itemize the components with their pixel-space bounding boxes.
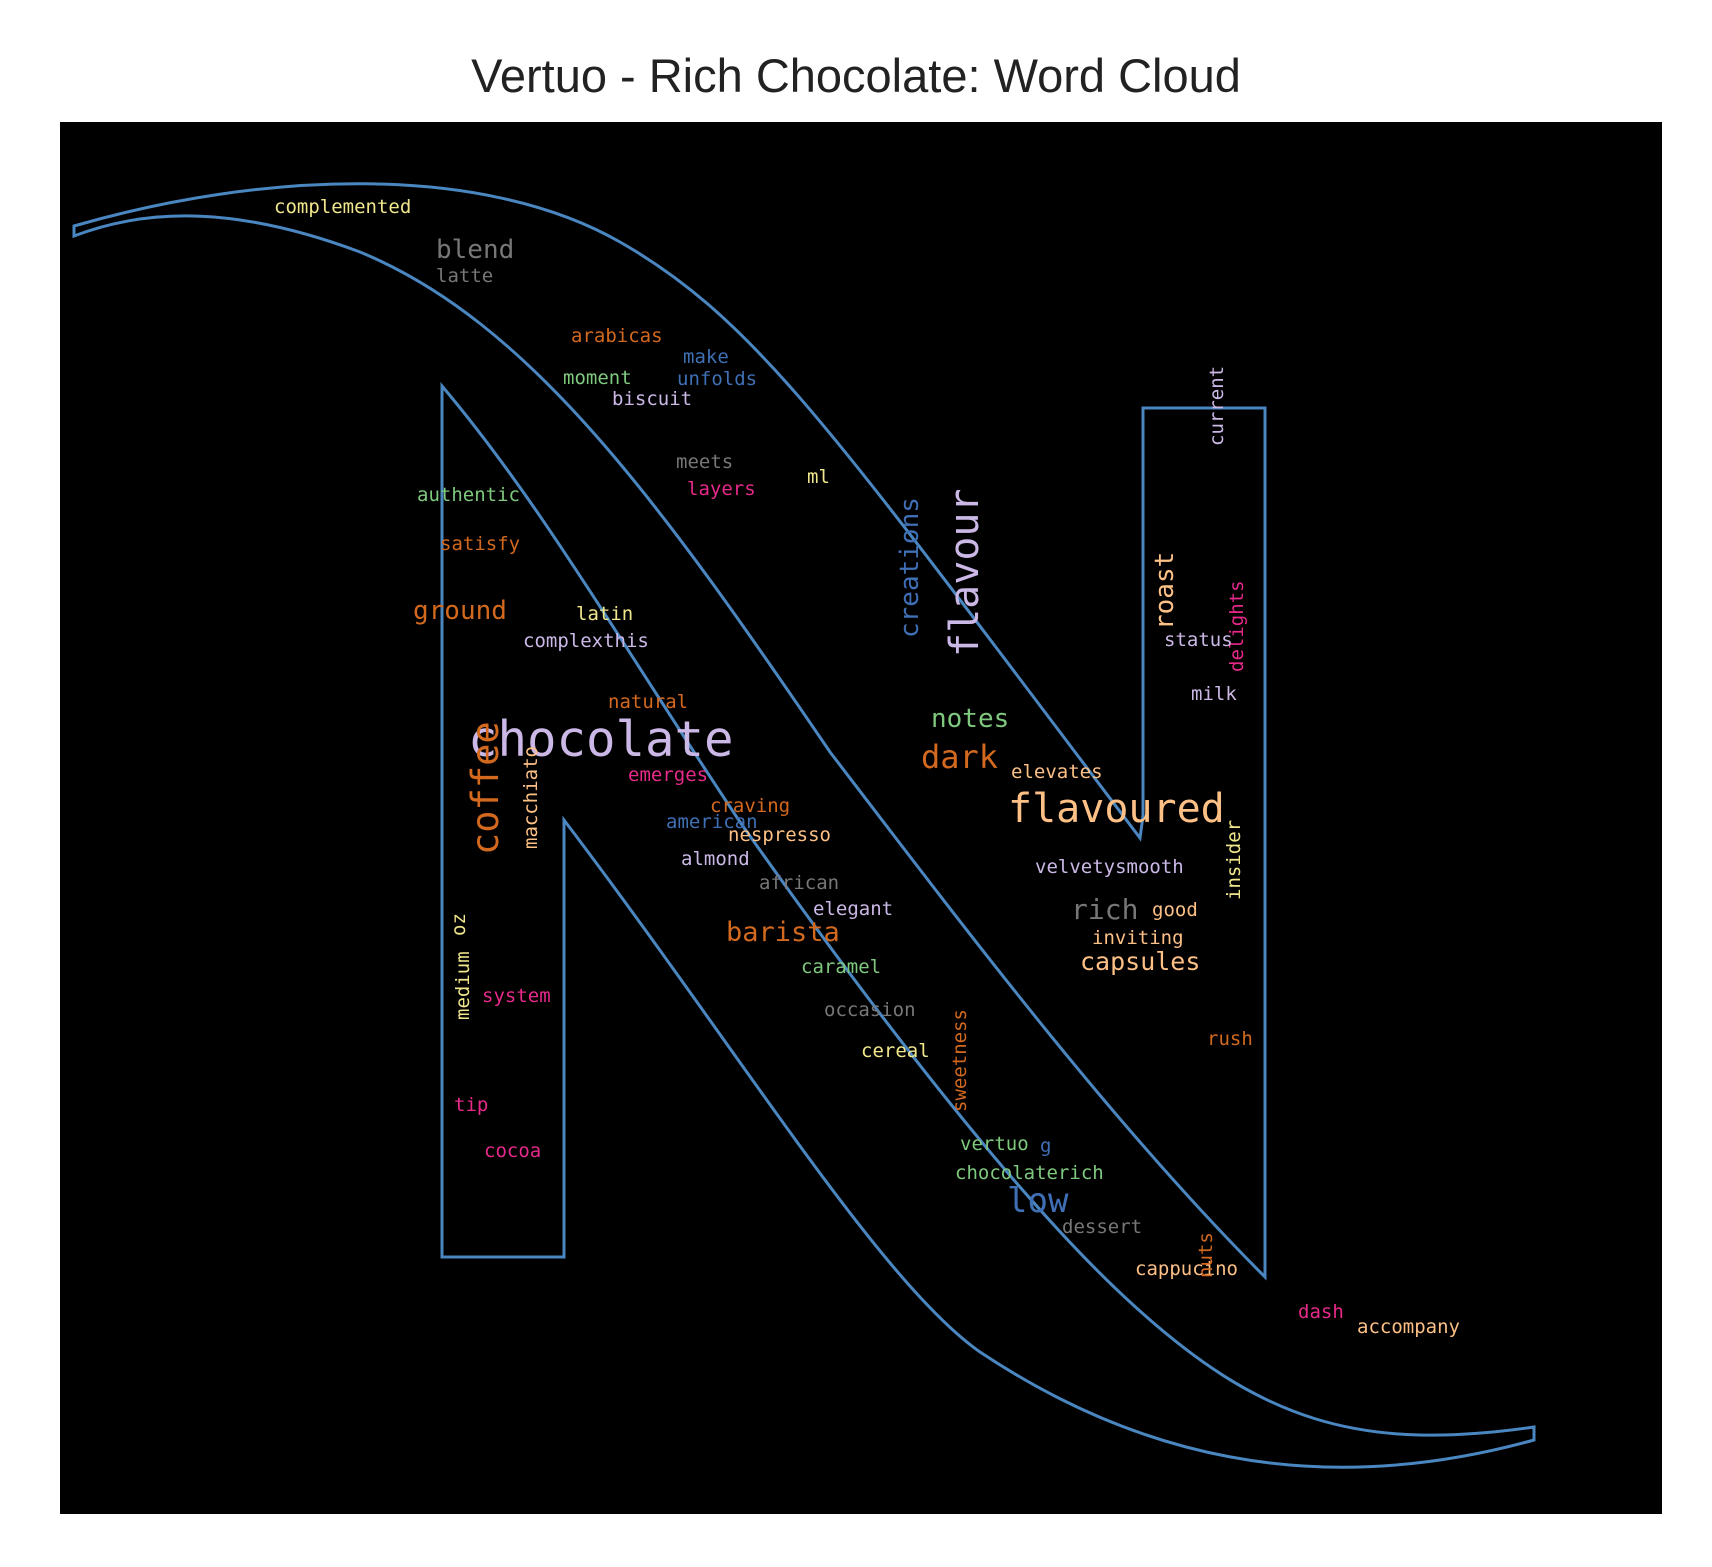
word-barista: barista [726, 917, 840, 948]
left-stem-outline [440, 381, 1536, 1469]
word-elevates: elevates [1011, 761, 1103, 783]
word-cappucino: cappucino [1135, 1258, 1238, 1280]
word-blend: blend [436, 235, 514, 265]
word-emerges: emerges [628, 764, 708, 786]
word-almond: almond [681, 848, 750, 870]
word-arabicas: arabicas [571, 325, 663, 347]
word-vertuo: vertuo [960, 1133, 1029, 1155]
word-complexthis: complexthis [523, 630, 649, 652]
word-moment: moment [563, 367, 632, 389]
word-oz: oz [448, 913, 470, 936]
word-accompany: accompany [1357, 1316, 1460, 1338]
word-nuts: nuts [1195, 1232, 1217, 1278]
word-status: status [1164, 629, 1233, 651]
word-satisfy: satisfy [440, 533, 520, 555]
word-ml: ml [807, 466, 830, 488]
word-caramel: caramel [801, 956, 881, 978]
word-meets: meets [676, 451, 733, 473]
word-american: american [666, 811, 758, 833]
word-inviting: inviting [1092, 927, 1184, 949]
word-rich: rich [1071, 893, 1138, 926]
word-macchiato: macchiato [520, 746, 542, 849]
word-capsules: capsules [1080, 947, 1200, 976]
word-creations: creations [895, 497, 925, 638]
page-title: Vertuo - Rich Chocolate: Word Cloud [471, 49, 1241, 102]
word-ground: ground [413, 596, 507, 626]
word-natural: natural [608, 691, 688, 713]
word-elegant: elegant [813, 898, 893, 920]
word-cereal: cereal [861, 1040, 930, 1062]
word-african: african [759, 872, 839, 894]
word-unfolds: unfolds [677, 368, 757, 390]
word-authentic: authentic [417, 484, 520, 506]
word-g: g [1040, 1135, 1051, 1157]
word-tip: tip [454, 1094, 488, 1116]
word-latin: latin [576, 603, 633, 625]
n-logo-outline [72, 182, 1536, 1469]
word-sweetness: sweetness [949, 1009, 971, 1112]
word-roast: roast [1150, 552, 1180, 630]
word-chocolaterich: chocolaterich [955, 1162, 1104, 1184]
word-system: system [482, 985, 551, 1007]
word-current: current [1206, 366, 1228, 446]
word-nespresso: nespresso [728, 824, 831, 846]
word-cocoa: cocoa [484, 1140, 541, 1162]
word-dessert: dessert [1062, 1216, 1142, 1238]
word-delights: delights [1226, 580, 1248, 672]
word-good: good [1152, 899, 1198, 921]
word-notes: notes [931, 704, 1009, 734]
word-low: low [1007, 1181, 1069, 1221]
word-dark: dark [921, 738, 998, 776]
word-flavoured: flavoured [1008, 786, 1225, 832]
word-occasion: occasion [824, 999, 916, 1021]
word-make: make [683, 346, 729, 368]
word-layers: layers [687, 478, 756, 500]
word-medium: medium [452, 951, 474, 1020]
word-cloud-canvas: complemented blend latte arabicas make moment… [60, 122, 1662, 1514]
word-chocolate: chocolate [468, 711, 734, 768]
word-flavour: flavour [942, 488, 988, 657]
word-insider: insider [1223, 820, 1245, 900]
top-swoosh-outline [72, 182, 1267, 1281]
word-coffee: coffee [464, 721, 507, 855]
word-rush: rush [1207, 1028, 1253, 1050]
word-milk: milk [1191, 683, 1237, 705]
word-velvetysmooth: velvetysmooth [1035, 856, 1184, 878]
word-latte: latte [436, 265, 493, 287]
word-dash: dash [1298, 1301, 1344, 1323]
word-complemented: complemented [274, 196, 411, 218]
word-biscuit: biscuit [612, 388, 692, 410]
word-craving: craving [710, 795, 790, 817]
